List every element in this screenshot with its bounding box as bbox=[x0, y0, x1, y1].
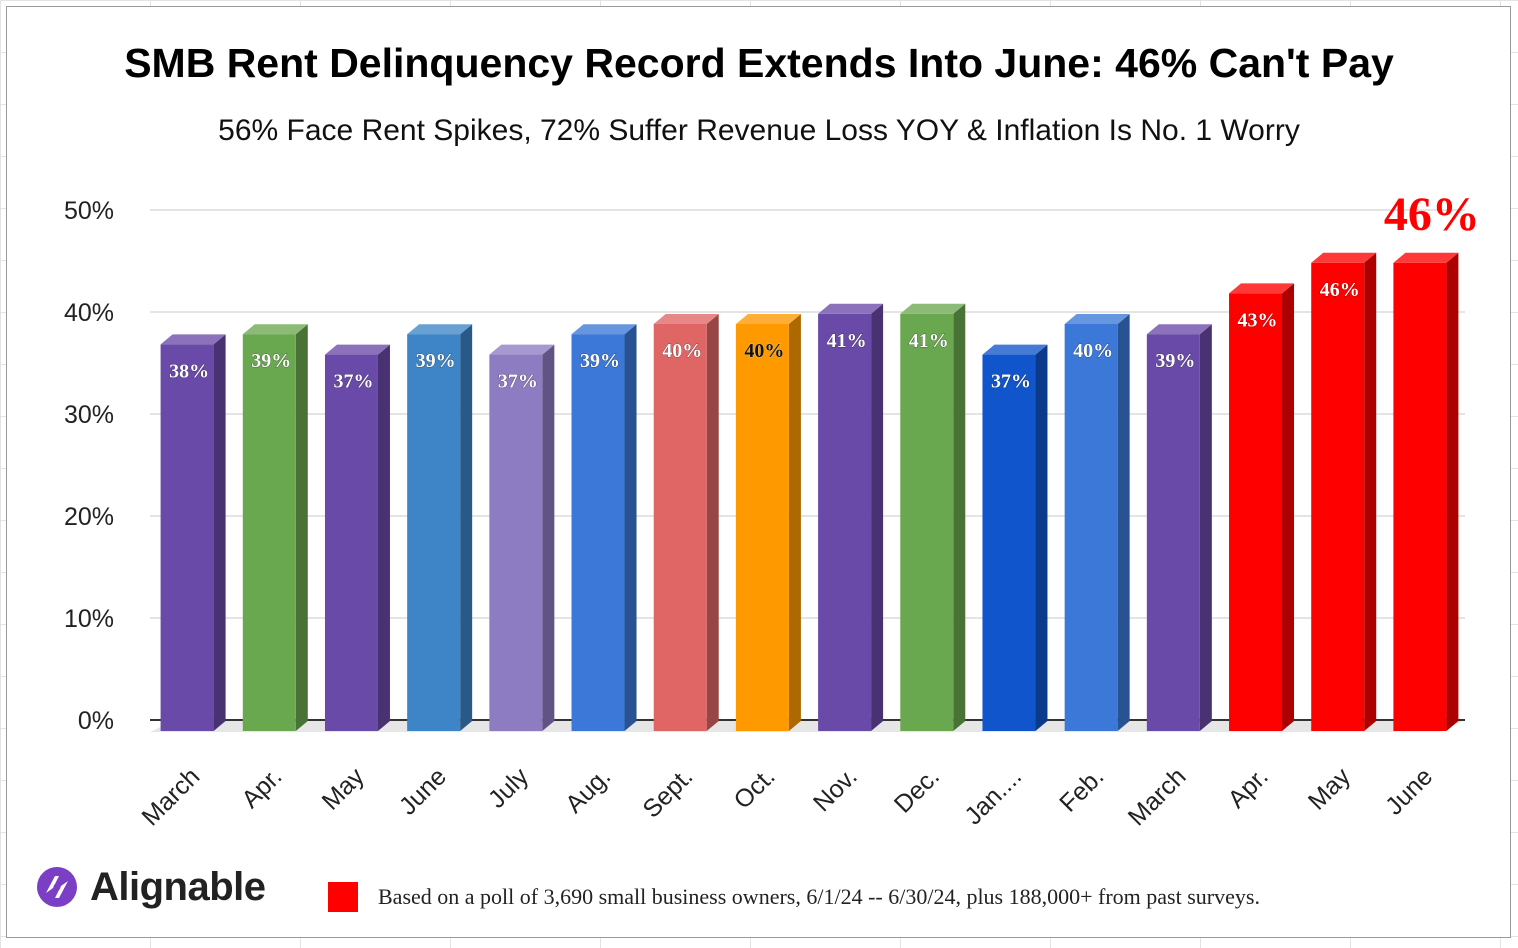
bar bbox=[324, 354, 378, 731]
bar-value-label: 40% bbox=[1073, 340, 1113, 362]
bar-side bbox=[295, 324, 308, 731]
x-tick-label: Feb. bbox=[1054, 762, 1109, 817]
bar bbox=[1311, 262, 1365, 731]
x-tick-label: March bbox=[1123, 762, 1192, 831]
x-tick-label: July bbox=[483, 762, 535, 814]
y-tick-label: 0% bbox=[78, 707, 114, 735]
alignable-logo: Alignable bbox=[36, 862, 266, 912]
bar-value-label: 39% bbox=[251, 350, 291, 372]
x-tick-label: May bbox=[317, 762, 371, 816]
bar-top bbox=[160, 334, 226, 345]
y-tick-label: 50% bbox=[64, 197, 114, 225]
callout-label: 46% bbox=[1384, 188, 1480, 241]
footnote-text: Based on a poll of 3,690 small business … bbox=[378, 884, 1260, 909]
bar-side bbox=[1035, 344, 1048, 731]
x-tick-label: Apr. bbox=[236, 762, 287, 813]
bar-top bbox=[1393, 252, 1459, 263]
bar bbox=[489, 354, 543, 731]
chart-floor bbox=[150, 720, 1465, 732]
bar-side bbox=[542, 344, 555, 731]
bar-value-label: 37% bbox=[333, 371, 373, 393]
alignable-logo-icon bbox=[37, 867, 77, 907]
bar-top bbox=[407, 324, 473, 335]
bar-side bbox=[871, 303, 884, 731]
bar bbox=[1146, 334, 1200, 731]
x-tick-label: Apr. bbox=[1223, 762, 1274, 813]
x-tick-label: Sept. bbox=[637, 762, 698, 823]
chart-subtitle: 56% Face Rent Spikes, 72% Suffer Revenue… bbox=[218, 114, 1300, 147]
bar-side bbox=[1199, 324, 1212, 731]
bar-top bbox=[900, 303, 966, 314]
bar-top bbox=[1311, 252, 1377, 263]
bar bbox=[900, 313, 954, 731]
bar-value-label: 39% bbox=[416, 350, 456, 372]
bar-top bbox=[1146, 324, 1212, 335]
x-tick-label: Aug. bbox=[560, 762, 616, 818]
bar bbox=[735, 324, 789, 731]
bar bbox=[160, 344, 214, 731]
bar-value-label: 39% bbox=[1155, 350, 1195, 372]
legend-swatch bbox=[328, 882, 358, 912]
bar-top bbox=[1229, 283, 1295, 294]
bar-side bbox=[1446, 252, 1459, 732]
bar-value-label: 40% bbox=[662, 340, 702, 362]
bar-side bbox=[1364, 252, 1377, 732]
y-tick-label: 40% bbox=[64, 299, 114, 327]
bar bbox=[1393, 262, 1447, 731]
bar-value-label: 40% bbox=[744, 340, 784, 362]
bar bbox=[1229, 293, 1283, 731]
x-tick-label: May bbox=[1303, 762, 1357, 816]
bar-side bbox=[706, 314, 719, 731]
bar-side bbox=[624, 324, 637, 731]
x-tick-label: Jan.... bbox=[959, 762, 1027, 830]
bar-value-label: 39% bbox=[580, 350, 620, 372]
bar-top bbox=[818, 303, 884, 314]
bar-side bbox=[460, 324, 473, 731]
bar-top bbox=[735, 314, 801, 324]
bar-value-label: 37% bbox=[498, 371, 538, 393]
bar-side bbox=[377, 344, 390, 731]
y-tick-label: 20% bbox=[64, 503, 114, 531]
bar-side bbox=[953, 303, 966, 731]
chart-title: SMB Rent Delinquency Record Extends Into… bbox=[124, 40, 1394, 86]
bar bbox=[407, 334, 461, 731]
bar-side bbox=[213, 334, 226, 731]
bar-value-label: 46% bbox=[1320, 279, 1360, 301]
logo-text: Alignable bbox=[90, 864, 266, 909]
y-tick-label: 30% bbox=[64, 401, 114, 429]
x-tick-label: Oct. bbox=[728, 762, 780, 814]
x-tick-label: June bbox=[394, 762, 452, 820]
bar-value-label: 37% bbox=[991, 371, 1031, 393]
bar bbox=[982, 354, 1036, 731]
bar bbox=[571, 334, 625, 731]
bar-top bbox=[653, 314, 719, 324]
bar-value-label: 41% bbox=[909, 330, 949, 352]
bar bbox=[242, 334, 296, 731]
bar-value-label: 38% bbox=[169, 360, 209, 382]
bar-top bbox=[489, 344, 555, 355]
bar bbox=[818, 313, 872, 731]
bar-top bbox=[324, 344, 390, 355]
bar-side bbox=[788, 314, 801, 731]
bar-top bbox=[982, 344, 1048, 355]
bar-side bbox=[1282, 283, 1295, 731]
bar bbox=[1064, 324, 1118, 731]
bar-value-label: 41% bbox=[827, 330, 867, 352]
bar bbox=[653, 324, 707, 731]
footnote: Based on a poll of 3,690 small business … bbox=[328, 882, 1260, 912]
x-tick-label: June bbox=[1380, 762, 1438, 820]
bar-side bbox=[1117, 314, 1130, 731]
bar-top bbox=[1064, 314, 1130, 324]
x-tick-label: March bbox=[136, 762, 205, 831]
y-tick-label: 10% bbox=[64, 605, 114, 633]
bar-value-label: 43% bbox=[1238, 309, 1278, 331]
bar-top bbox=[242, 324, 308, 335]
bar-top bbox=[571, 324, 637, 335]
x-tick-label: Dec. bbox=[889, 762, 945, 818]
x-tick-label: Nov. bbox=[808, 762, 863, 817]
